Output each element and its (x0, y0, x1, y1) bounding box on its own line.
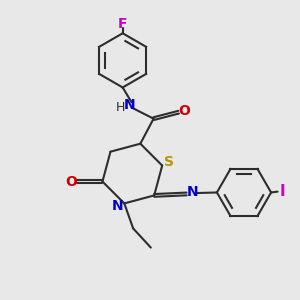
Text: H: H (116, 101, 125, 114)
Text: N: N (112, 199, 124, 213)
Text: F: F (118, 17, 128, 32)
Text: S: S (164, 155, 174, 169)
Text: N: N (123, 98, 135, 112)
Text: O: O (178, 104, 190, 118)
Text: N: N (187, 185, 199, 200)
Text: O: O (65, 175, 77, 189)
Text: I: I (280, 184, 285, 199)
